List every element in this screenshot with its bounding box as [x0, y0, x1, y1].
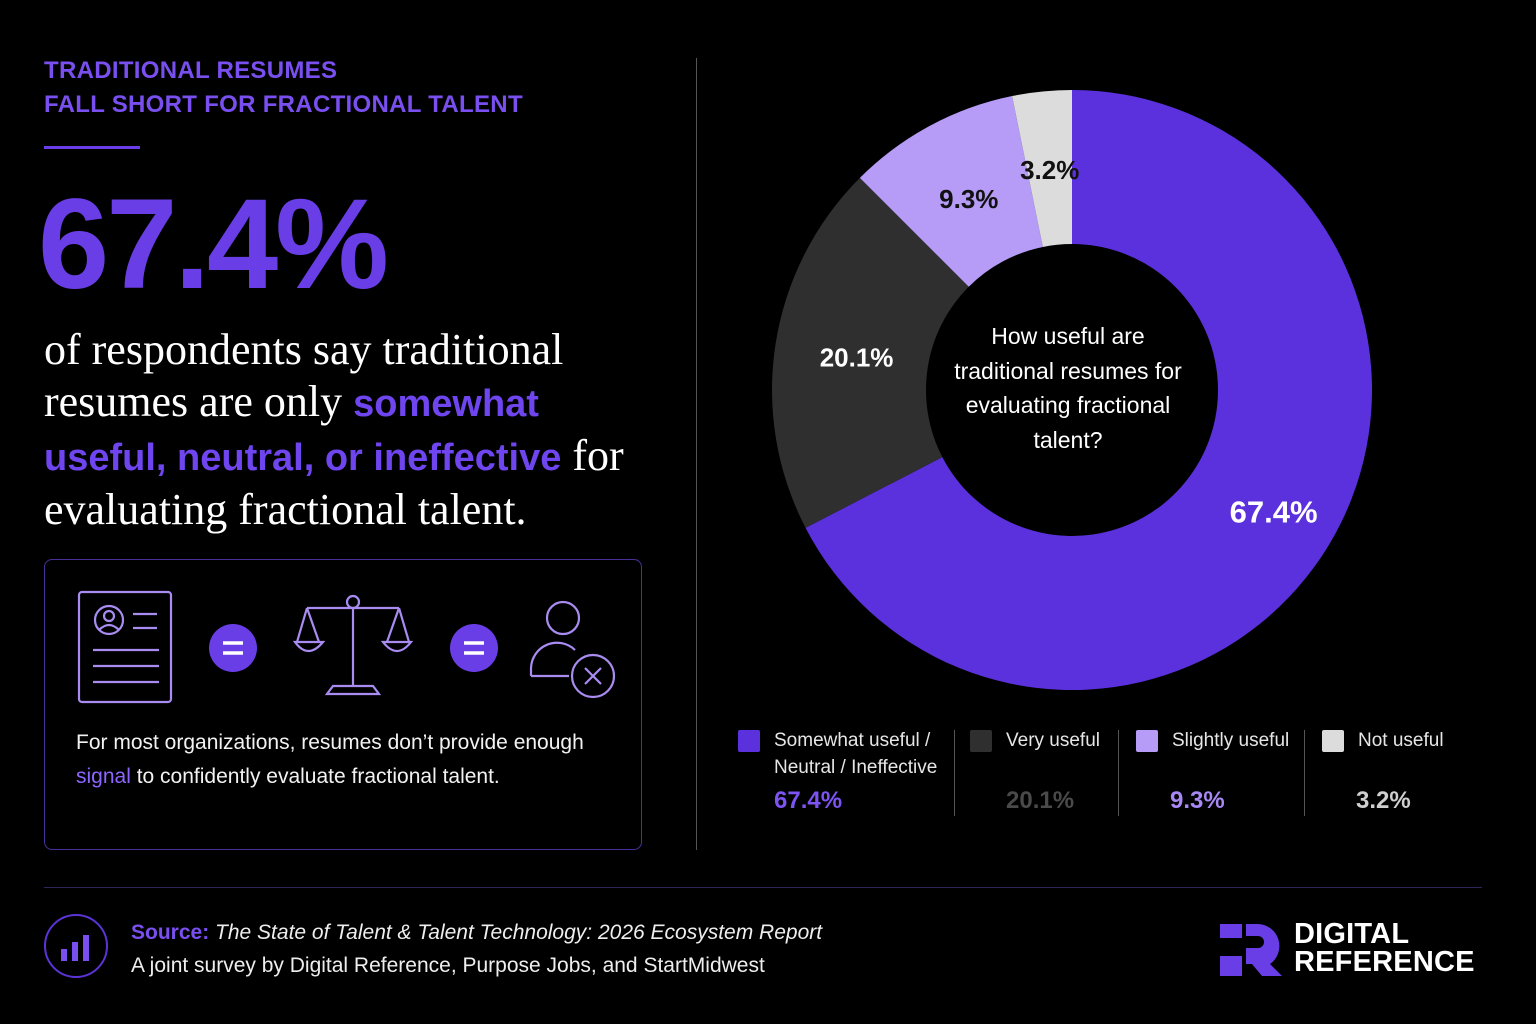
chart-legend: Somewhat useful / Neutral / Ineffective 67…	[736, 726, 1456, 818]
source-label: Source:	[131, 921, 210, 944]
card-note: For most organizations, resumes don’t pr…	[76, 726, 596, 794]
insight-card: For most organizations, resumes don’t pr…	[44, 559, 642, 850]
legend-item: Somewhat useful / Neutral / Ineffective 67…	[738, 726, 948, 816]
legend-separator	[1118, 730, 1119, 816]
hero-stat: 67.4%	[38, 173, 389, 316]
donut-label-3: 3.2%	[1020, 155, 1079, 185]
legend-value: 67.4%	[774, 787, 843, 814]
donut-slice-2	[859, 96, 1043, 287]
legend-separator	[954, 730, 955, 816]
donut-slice-1	[772, 177, 969, 528]
eyebrow-line1: TRADITIONAL RESUMES	[44, 57, 338, 84]
equals-icon	[450, 624, 498, 672]
icon-row	[77, 590, 615, 704]
vertical-divider	[696, 58, 697, 850]
donut-label-2: 9.3%	[939, 184, 998, 214]
equals-icon	[209, 624, 257, 672]
statement: of respondents say traditional resumes a…	[44, 324, 644, 536]
donut-label-0: 67.4%	[1230, 495, 1318, 530]
footer-divider	[44, 887, 1482, 888]
legend-swatch	[738, 730, 760, 752]
statement-highlight: somewhat useful, neutral, or ineffective	[44, 383, 562, 479]
legend-swatch	[1322, 730, 1344, 752]
eyebrow-line2: FALL SHORT FOR FRACTIONAL TALENT	[44, 91, 523, 118]
eyebrow-title: TRADITIONAL RESUMES FALL SHORT FOR FRACT…	[44, 54, 523, 122]
note-post: to confidently evaluate fractional talen…	[130, 765, 500, 788]
donut-chart: 67.4% 20.1% 9.3% 3.2%	[696, 0, 1536, 880]
resume-icon	[77, 590, 173, 704]
brand-line2: REFERENCE	[1294, 946, 1475, 978]
eyebrow-divider	[44, 146, 140, 149]
legend-swatch	[970, 730, 992, 752]
chart-question: How useful are traditional resumes for e…	[954, 323, 1182, 453]
donut-slice-0	[805, 90, 1372, 690]
note-highlight: signal	[76, 765, 131, 788]
donut-svg: 67.4% 20.1% 9.3% 3.2%	[772, 90, 1372, 690]
legend-value: 9.3%	[1170, 787, 1225, 814]
scales-icon	[292, 594, 414, 696]
legend-separator	[1304, 730, 1305, 816]
bar-chart-glyph	[61, 935, 89, 961]
donut-slice-3	[1012, 90, 1072, 247]
legend-item: Slightly useful 9.3%	[1136, 726, 1306, 816]
statement-post: for evaluating fractional talent.	[44, 431, 624, 534]
legend-label: Somewhat useful / Neutral / Ineffective	[774, 730, 938, 778]
bar-chart-icon	[44, 914, 108, 978]
legend-swatch	[1136, 730, 1158, 752]
digital-reference-logo-icon	[1220, 924, 1282, 976]
user-x-icon	[529, 600, 615, 699]
brand-logo: DIGITAL REFERENCE	[1220, 920, 1490, 980]
legend-item: Not useful 3.2%	[1322, 726, 1452, 816]
brand-line1: DIGITAL	[1294, 918, 1410, 950]
legend-value: 20.1%	[1006, 787, 1075, 814]
source-note: A joint survey by Digital Reference, Pur…	[131, 954, 765, 977]
donut-label-1: 20.1%	[820, 343, 894, 373]
source-title: The State of Talent & Talent Technology:…	[215, 921, 823, 944]
legend-label: Slightly useful	[1172, 730, 1290, 751]
legend-value: 3.2%	[1356, 787, 1411, 814]
legend-label: Very useful	[1006, 730, 1100, 751]
legend-label: Not useful	[1358, 730, 1444, 751]
statement-pre: of respondents say traditional resumes a…	[44, 325, 564, 426]
source-line: Source: The State of Talent & Talent Tec…	[131, 918, 822, 948]
note-pre: For most organizations, resumes don’t pr…	[76, 731, 584, 754]
legend-item: Very useful 20.1%	[970, 726, 1110, 816]
brand-name: DIGITAL REFERENCE	[1294, 918, 1475, 978]
